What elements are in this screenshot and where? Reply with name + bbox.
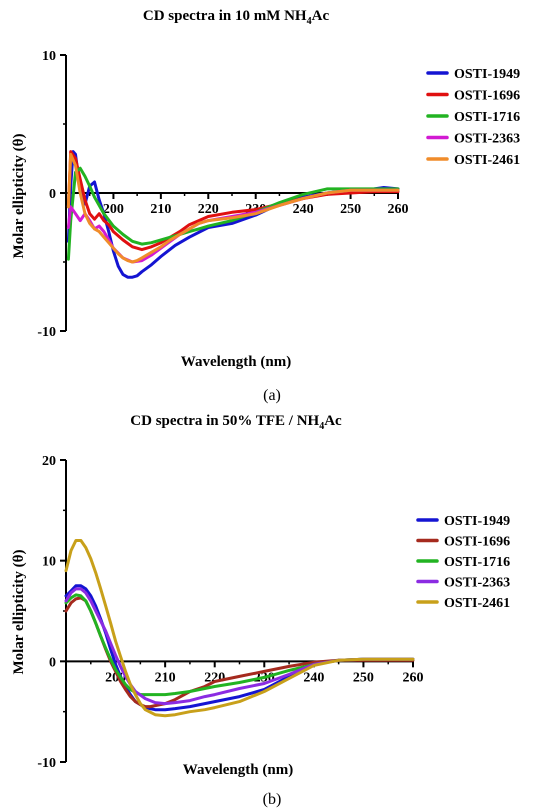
chart-b-x-axis-label: Wavelength (nm) [183,762,293,778]
chart-a-x-axis-label: Wavelength (nm) [181,354,291,370]
chart-a-y-tick-label: 10 [42,49,56,64]
chart-a-y-tick-label: -10 [37,325,56,340]
chart-a-legend-item: OSTI-1716 [454,110,520,125]
chart-a-x-tick-label: 240 [293,202,314,217]
chart-a-legend-item: OSTI-1696 [454,89,520,104]
chart-a-series-line-osti-2461 [66,152,400,264]
chart-a-x-tick-label: 200 [103,202,124,217]
chart-a-panel-label: (a) [263,387,281,404]
chart-b-y-tick-label: -10 [37,756,56,771]
chart-b-y-axis-label: Molar ellipticity (θ) [11,549,27,674]
chart-b-x-tick-label: 240 [303,670,324,685]
chart-a-y-axis-label: Molar ellipticity (θ) [11,133,27,258]
chart-b-panel-label: (b) [263,791,282,808]
chart-b-y-tick-label: 0 [49,655,56,670]
chart-a-legend-item: OSTI-2363 [454,132,520,147]
chart-a-x-tick-label: 250 [340,202,361,217]
chart-b-y-tick-label: 10 [42,555,56,570]
chart-b-y-tick-label: 20 [42,454,56,469]
chart-panel-a: CD spectra in 10 mM NH4Ac 10 0 -10 200 210 22… [11,8,520,404]
chart-b-legend-item: OSTI-2363 [444,576,510,591]
chart-b-series-line-osti-2461 [64,539,415,718]
chart-a-x-tick-label: 220 [198,202,219,217]
chart-a-x-tick-label: 210 [150,202,171,217]
chart-b-series-line-osti-2363 [64,587,415,706]
chart-b-legend-item: OSTI-1949 [444,514,510,529]
chart-b-legend-item: OSTI-1716 [444,555,510,570]
chart-b-x-tick-label: 260 [403,670,424,685]
chart-b-x-tick-label: 250 [353,670,374,685]
chart-b-title: CD spectra in 50% TFE / NH4Ac [130,413,342,432]
chart-a-y-tick-label: 0 [49,187,56,202]
chart-b-x-tick-label: 210 [155,670,176,685]
chart-a-x-tick-label: 260 [388,202,409,217]
chart-panel-b: CD spectra in 50% TFE / NH4Ac 20100-1020… [11,413,510,808]
chart-a-series-line-osti-1696 [66,150,400,252]
chart-a-legend-item: OSTI-1949 [454,67,520,82]
chart-b-legend-item: OSTI-2461 [444,596,510,611]
chart-a-series-line-osti-1716 [66,166,400,261]
chart-a-title: CD spectra in 10 mM NH4Ac [143,8,330,27]
chart-b-legend-item: OSTI-1696 [444,535,510,550]
chart-a-legend-item: OSTI-2461 [454,153,520,168]
